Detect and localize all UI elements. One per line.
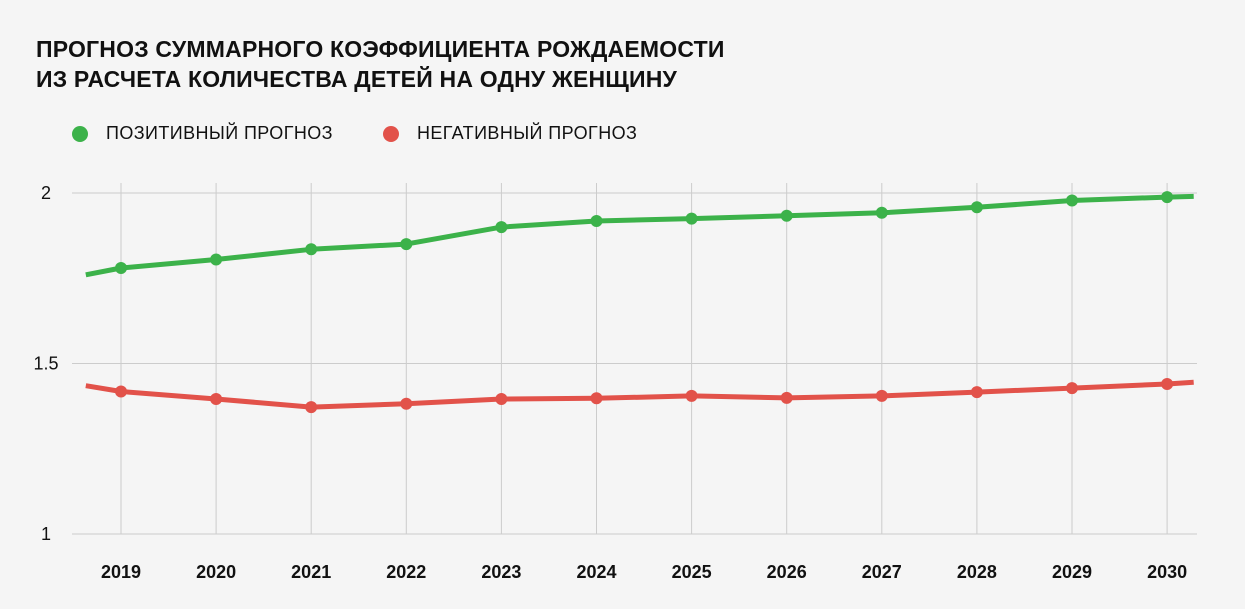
- x-tick-label-2019: 2019: [101, 562, 141, 582]
- x-tick-label-2022: 2022: [386, 562, 426, 582]
- x-tick-label-2020: 2020: [196, 562, 236, 582]
- chart-title: ПРОГНОЗ СУММАРНОГО КОЭФФИЦИЕНТА РОЖДАЕМО…: [36, 34, 725, 94]
- data-point-positive-2019: [115, 262, 127, 274]
- x-tick-label-2023: 2023: [481, 562, 521, 582]
- legend-marker-negative: [382, 125, 399, 142]
- data-point-positive-2023: [495, 221, 508, 234]
- legend-item-positive: ПОЗИТИВНЫЙ ПРОГНОЗ: [72, 123, 333, 144]
- y-tick-label-2: 2: [41, 183, 51, 203]
- data-point-negative-2023: [495, 393, 508, 405]
- legend-label-negative: НЕГАТИВНЫЙ ПРОГНОЗ: [416, 123, 638, 143]
- data-point-negative-2025: [685, 389, 698, 402]
- x-tick-label-2025: 2025: [672, 562, 712, 582]
- x-tick-label-2029: 2029: [1052, 562, 1092, 582]
- data-point-negative-2022: [400, 397, 413, 410]
- x-tick-label-2028: 2028: [957, 562, 997, 582]
- data-point-positive-2024: [590, 215, 603, 227]
- x-tick-label-2024: 2024: [576, 562, 616, 582]
- data-point-positive-2026: [780, 209, 793, 222]
- legend-marker-positive: [72, 125, 88, 142]
- x-tick-label-2027: 2027: [862, 562, 902, 582]
- data-point-negative-2028: [970, 386, 983, 399]
- data-point-positive-2029: [1066, 194, 1078, 207]
- data-point-negative-2019: [115, 385, 127, 398]
- data-point-negative-2027: [875, 389, 888, 402]
- series-line-negative: [85, 379, 1194, 410]
- data-point-negative-2021: [305, 401, 318, 414]
- x-tick-label-2021: 2021: [291, 562, 331, 582]
- legend-label-positive: ПОЗИТИВНЫЙ ПРОГНОЗ: [106, 123, 333, 143]
- chart-title-line-1: ПРОГНОЗ СУММАРНОГО КОЭФФИЦИЕНТА РОЖДАЕМО…: [36, 36, 725, 62]
- data-point-positive-2030: [1161, 191, 1174, 204]
- chart-title-line-2: ИЗ РАСЧЕТА КОЛИЧЕСТВА ДЕТЕЙ НА ОДНУ ЖЕНЩ…: [36, 66, 678, 92]
- data-point-negative-2020: [210, 393, 223, 405]
- data-point-negative-2029: [1066, 382, 1078, 395]
- y-tick-label-1: 1: [41, 524, 51, 544]
- data-point-negative-2030: [1161, 378, 1174, 390]
- x-tick-label-2026: 2026: [767, 562, 807, 582]
- data-point-positive-2021: [305, 243, 318, 256]
- axis-labels-layer: 2019 2020 2021 2022 2023 2024 2025 2026 2027 2028…: [33, 183, 1187, 582]
- x-tick-label-2030: 2030: [1147, 562, 1187, 582]
- chart-legend: ПОЗИТИВНЫЙ ПРОГНОЗ НЕГАТИВНЫЙ ПРОГНОЗ: [72, 123, 687, 144]
- data-point-negative-2026: [780, 391, 793, 404]
- data-point-negative-2024: [590, 392, 603, 405]
- data-point-positive-2022: [400, 238, 413, 251]
- data-point-positive-2027: [875, 206, 888, 219]
- data-point-positive-2020: [210, 253, 223, 266]
- data-point-positive-2028: [970, 201, 983, 214]
- legend-item-negative: НЕГАТИВНЫЙ ПРОГНОЗ: [382, 123, 638, 144]
- series-layer: [85, 191, 1194, 414]
- data-point-positive-2025: [685, 212, 698, 225]
- series-line-positive: [85, 193, 1194, 278]
- grid-layer: [72, 183, 1197, 535]
- y-tick-label-1.5: 1.5: [33, 354, 58, 374]
